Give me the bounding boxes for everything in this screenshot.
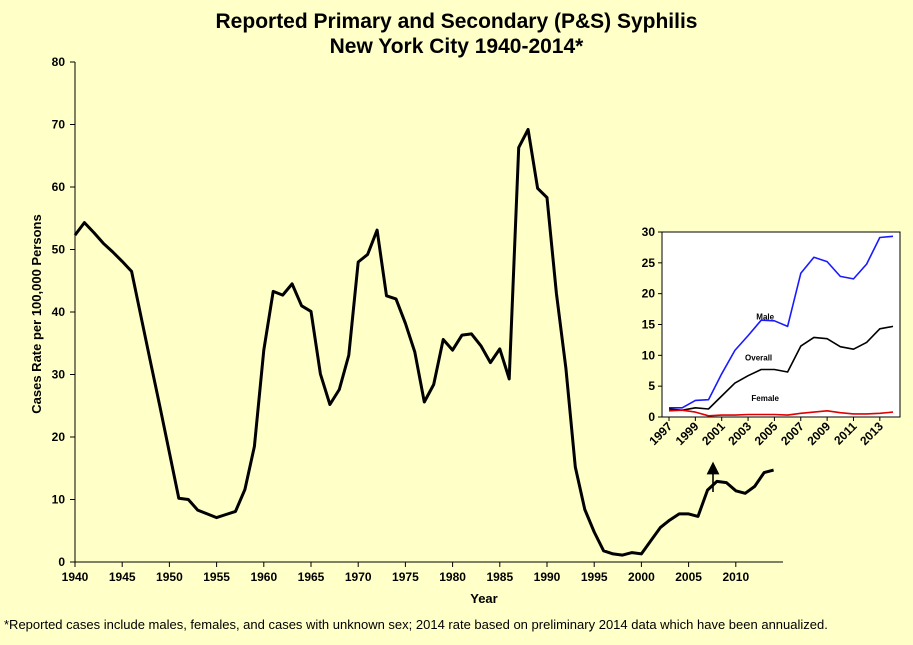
inset-x-tick-label: 2007 (778, 419, 807, 448)
x-tick-label: 1990 (534, 570, 561, 584)
inset-x-tick-label: 2001 (699, 419, 728, 448)
x-tick-label: 1955 (203, 570, 230, 584)
y-tick-label: 70 (52, 118, 66, 132)
x-tick-label: 1960 (250, 570, 277, 584)
y-tick-label: 30 (52, 368, 66, 382)
inset-legend-label-overall: Overall (745, 353, 772, 362)
inset-y-tick-label: 5 (648, 379, 655, 393)
x-tick-label: 1975 (392, 570, 419, 584)
inset-legend-label-male: Male (756, 313, 774, 322)
x-tick-label: 1995 (581, 570, 608, 584)
x-tick-label: 1945 (109, 570, 136, 584)
inset-y-tick-label: 15 (642, 318, 656, 332)
y-axis-label: Cases Rate per 100,000 Persons (29, 214, 44, 413)
inset-y-tick-label: 10 (642, 348, 656, 362)
inset-x-tick-label: 2009 (804, 419, 833, 448)
x-tick-label: 1940 (62, 570, 89, 584)
y-tick-label: 80 (52, 55, 66, 69)
x-axis-label: Year (470, 591, 497, 606)
inset-chart: 0510152025301997199920012003200520072009… (642, 225, 901, 448)
inset-series-line-male (669, 235, 894, 409)
footnote: *Reported cases include males, females, … (4, 617, 828, 632)
inset-series-line-female (668, 409, 894, 417)
x-tick-label: 1970 (345, 570, 372, 584)
inset-y-tick-label: 30 (642, 225, 656, 239)
chart-title: Reported Primary and Secondary (P&S) Syp… (215, 10, 698, 33)
x-tick-label: 1950 (156, 570, 183, 584)
inset-x-tick-label: 2011 (831, 419, 860, 448)
x-tick-label: 2005 (675, 570, 702, 584)
inset-x-tick-label: 1999 (673, 419, 702, 448)
inset-x-tick-label: 2003 (725, 419, 754, 448)
y-tick-label: 0 (58, 555, 65, 569)
x-tick-label: 2010 (722, 570, 749, 584)
inset-y-tick-label: 25 (642, 256, 656, 270)
inset-plot-area (661, 231, 901, 418)
inset-y-tick-label: 0 (648, 410, 655, 424)
inset-legend-label-female: Female (751, 394, 779, 403)
inset-series-line-overall (668, 325, 894, 412)
x-tick-label: 2000 (628, 570, 655, 584)
inset-x-tick-label: 2013 (857, 419, 886, 448)
inset-y-tick-label: 20 (642, 287, 656, 301)
y-tick-label: 60 (52, 180, 66, 194)
x-tick-label: 1985 (486, 570, 513, 584)
inset-x-tick-label: 2005 (752, 419, 781, 448)
x-tick-label: 1965 (298, 570, 325, 584)
x-tick-label: 1980 (439, 570, 466, 584)
y-tick-label: 10 (52, 493, 66, 507)
y-tick-label: 20 (52, 430, 66, 444)
series-line-overall (73, 128, 774, 557)
y-tick-label: 40 (52, 305, 66, 319)
y-tick-label: 50 (52, 243, 66, 257)
chart-subtitle: New York City 1940-2014* (329, 35, 584, 58)
